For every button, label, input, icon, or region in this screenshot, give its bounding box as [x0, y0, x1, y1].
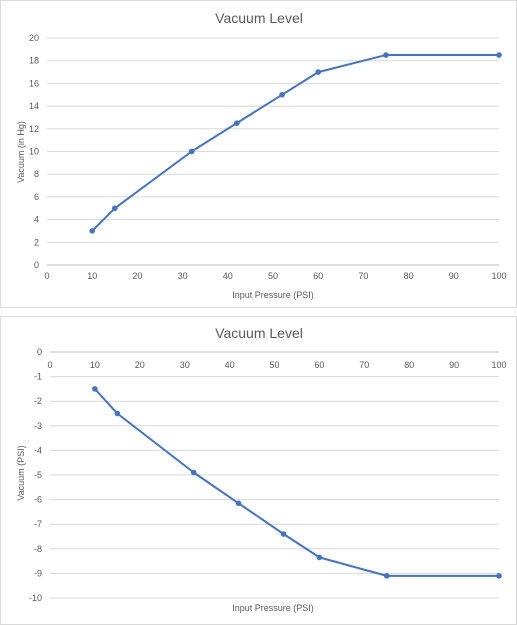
y-tick-label: -10 [29, 593, 42, 603]
series-line [91, 54, 499, 232]
data-point [496, 52, 502, 58]
y-axis-title: Vacuum (in Hg) [16, 121, 26, 183]
axis-layer: -10-9-8-7-6-5-4-3-2-100 10 20 30 40 50 60 70 80 9… [29, 347, 507, 603]
y-tick-label: -7 [34, 519, 42, 529]
data-point [280, 531, 287, 537]
x-tick-label: 50 [268, 271, 278, 281]
data-point [188, 148, 195, 155]
x-tick-label: 20 [132, 271, 142, 281]
y-tick-label: 8 [34, 169, 39, 179]
x-tick-label: 30 [178, 271, 188, 281]
x-tick-label: 40 [225, 360, 235, 370]
axis-layer: 0 2 4 6 8 10 12 14 16 18 20 0 10 20 30 40 50 60 70 80 90 100 [29, 33, 507, 281]
data-point [383, 52, 389, 58]
data-point [92, 386, 98, 392]
y-tick-label: -6 [34, 495, 42, 505]
x-tick-label: 100 [491, 271, 506, 281]
x-tick-label: 20 [135, 360, 145, 370]
x-tick-label: 70 [359, 360, 369, 370]
x-tick-label: 90 [449, 271, 459, 281]
series-layer [89, 52, 502, 234]
y-tick-label: 0 [37, 347, 42, 357]
x-tick-label: 10 [87, 271, 97, 281]
data-point [89, 228, 95, 234]
x-tick-label: 70 [358, 271, 368, 281]
y-tick-label: 14 [29, 101, 39, 111]
x-tick-label: 60 [313, 271, 323, 281]
x-tick-label: 0 [47, 360, 52, 370]
x-tick-label: 10 [90, 360, 100, 370]
grid-layer [50, 351, 499, 599]
x-tick-label: 30 [180, 360, 190, 370]
y-tick-label: 18 [29, 56, 39, 66]
chart-panel-psi: Vacuum Level -10 -9 -8 -7 -6 -5 -4 -3 -2 -1 0 0 10 20… [0, 316, 517, 625]
chart-title: Vacuum Level [215, 325, 303, 341]
y-tick-label: -1 [34, 372, 42, 382]
y-tick-label: 0 [34, 260, 39, 270]
y-tick-label: 16 [29, 78, 39, 88]
data-point [315, 69, 322, 75]
data-point [112, 205, 118, 212]
series-line [94, 388, 499, 577]
chart-title: Vacuum Level [215, 10, 303, 26]
vacuum-psi-chart: Vacuum Level -10-9-8-7-6-5-4-3-2-100 10 20… [16, 325, 507, 613]
x-tick-label: 40 [223, 271, 233, 281]
x-tick-label: 90 [449, 360, 459, 370]
y-tick-label: -9 [34, 568, 42, 578]
y-tick-label: -5 [34, 470, 42, 480]
y-tick-label: 4 [34, 215, 39, 225]
data-point [316, 554, 323, 561]
x-tick-label: 80 [404, 360, 414, 370]
y-tick-label: 20 [29, 33, 39, 43]
data-point [190, 469, 197, 476]
y-tick-label: -3 [34, 421, 42, 431]
y-axis-title: Vacuum (PSI) [16, 445, 26, 500]
x-tick-label: 60 [314, 360, 324, 370]
y-tick-label: -8 [34, 544, 42, 554]
series-layer [92, 386, 502, 579]
y-tick-label: 10 [29, 147, 39, 157]
y-tick-label: 12 [29, 124, 39, 134]
data-point [279, 91, 285, 98]
y-tick-label: 6 [34, 192, 39, 202]
y-tick-label: -2 [34, 396, 42, 406]
grid-layer [47, 37, 499, 266]
y-tick-label: 2 [34, 237, 39, 247]
chart-panel-in-hg: Vacuum Level 0 2 4 6 8 10 12 14 16 18 20 0 10 20 30 40 5… [0, 0, 517, 308]
vacuum-in-hg-chart: Vacuum Level 0 2 4 6 8 10 12 14 16 18 20 0 10 20 30 40 5… [16, 10, 507, 300]
x-tick-label: 80 [404, 271, 414, 281]
data-point [235, 500, 242, 507]
x-axis-title: Input Pressure (PSI) [232, 290, 314, 300]
x-tick-label: 50 [269, 360, 279, 370]
data-point [234, 120, 240, 126]
data-point [383, 573, 390, 579]
y-tick-label: -4 [34, 445, 42, 455]
x-tick-label: 100 [491, 360, 506, 370]
x-tick-label: 0 [44, 271, 49, 281]
x-axis-title: Input Pressure (PSI) [232, 603, 314, 613]
data-point [114, 410, 121, 417]
data-point [496, 573, 502, 579]
